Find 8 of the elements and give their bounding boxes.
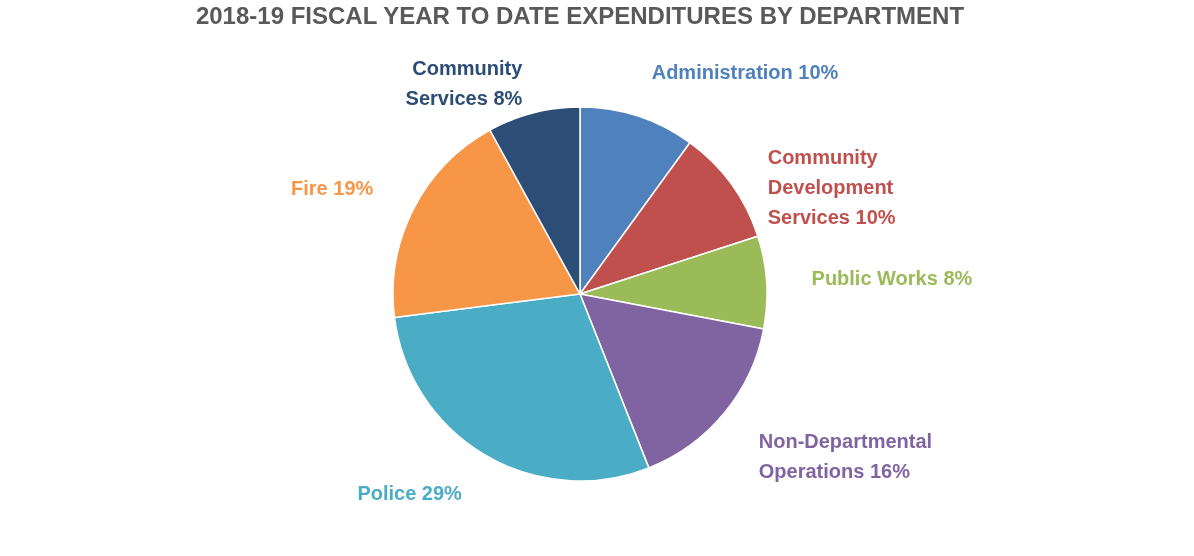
slice-label: Community Development Services 10% — [767, 145, 896, 228]
slice-label: Public Works 8% — [811, 267, 973, 290]
slice-label: Fire 19% — [291, 176, 374, 199]
chart-title: 2018-19 FISCAL YEAR TO DATE EXPENDITURES BY DEPARTMENT — [195, 2, 965, 29]
slice-label: Administration 10% — [651, 61, 839, 84]
slice-label: Non-Departmental Operations 16% — [758, 429, 933, 482]
slice-label: Community Services 8% — [405, 57, 524, 110]
slice-label: Police 29% — [357, 481, 463, 504]
